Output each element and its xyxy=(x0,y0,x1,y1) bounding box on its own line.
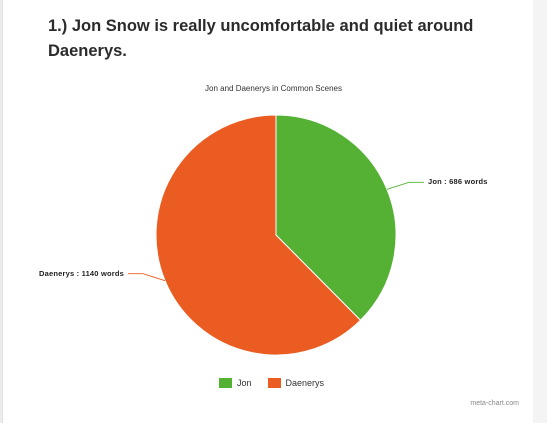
legend-label-daenerys: Daenerys xyxy=(285,378,325,388)
legend-item-jon: Jon xyxy=(219,378,252,388)
legend-label-jon: Jon xyxy=(237,378,252,388)
leader-line-jon xyxy=(386,181,424,190)
section-heading-line-2: Daenerys. xyxy=(48,42,127,60)
legend-swatch-jon xyxy=(219,378,232,388)
slice-label-daenerys: Daenerys : 1140 words xyxy=(38,268,125,278)
section-heading-line-1: 1.) Jon Snow is really uncomfortable and… xyxy=(48,17,474,35)
legend-swatch-daenerys xyxy=(267,378,281,388)
legend-item-daenerys: Daenerys xyxy=(267,378,325,388)
chart-legend: Jon Daenerys xyxy=(219,378,340,388)
chart-title: Jon and Daenerys in Common Scenes xyxy=(205,84,342,93)
page-scroll-strip xyxy=(533,0,547,423)
pie-slice-jon xyxy=(275,114,397,321)
watermark: meta-chart.com xyxy=(470,400,519,407)
leader-line-daenerys xyxy=(128,273,166,282)
section-heading: 1.) Jon Snow is really uncomfortable and… xyxy=(48,14,518,64)
slice-label-jon: Jon : 686 words xyxy=(427,177,488,187)
